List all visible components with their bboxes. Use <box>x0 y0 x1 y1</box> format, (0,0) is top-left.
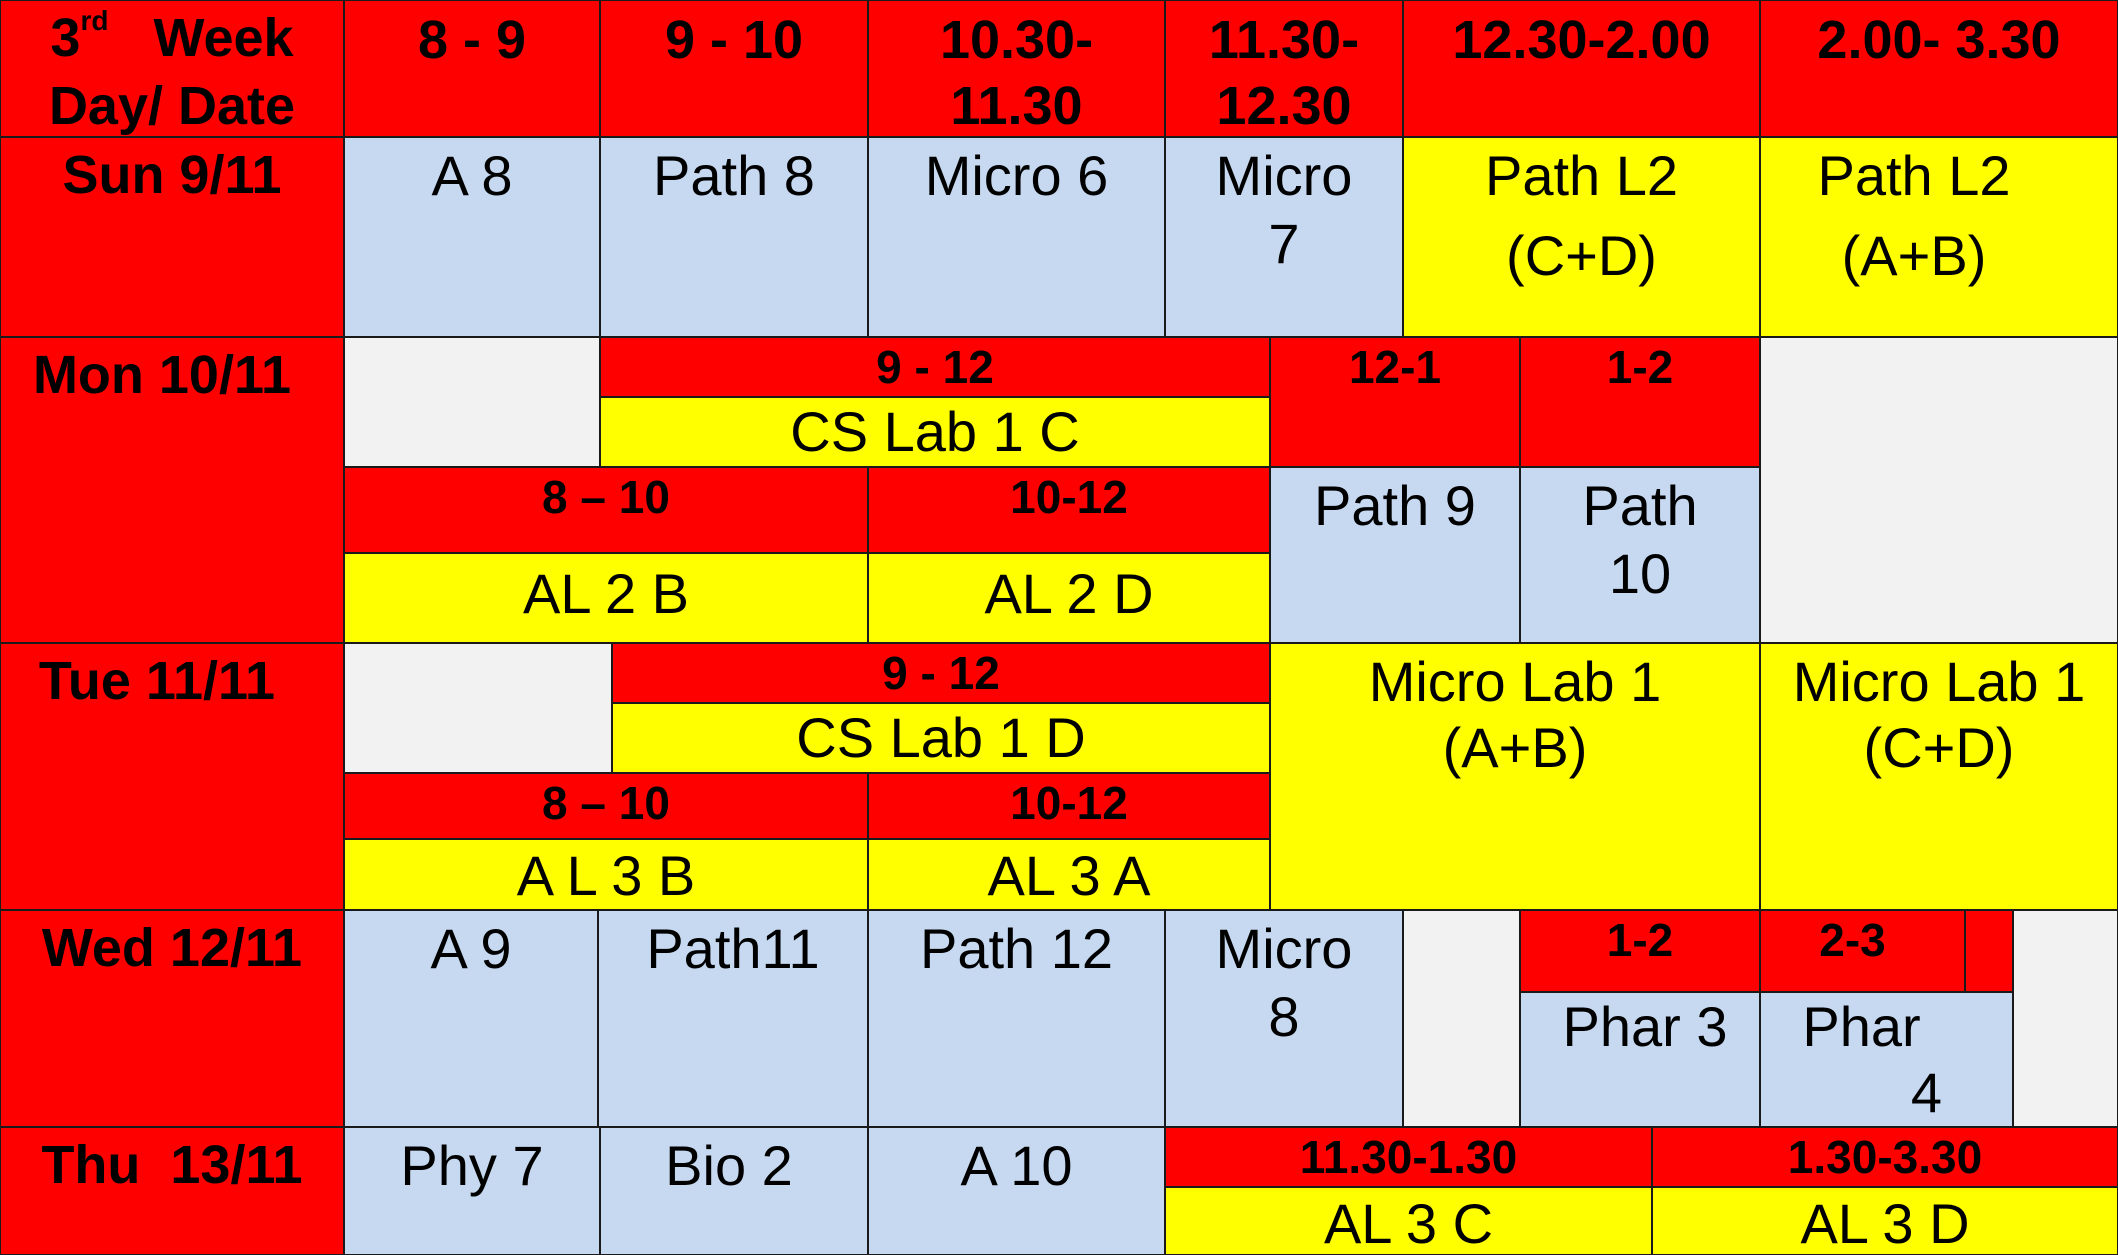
header-week-daydate: 3rd Week Day/ Date <box>0 0 344 137</box>
free-slot <box>2013 910 2118 1127</box>
time-12-1: 12-1 <box>1270 337 1520 467</box>
time-8-10: 8 – 10 <box>344 773 868 839</box>
time-10-12: 10-12 <box>868 467 1270 553</box>
header-slot-1130-1230: 11.30- 12.30 <box>1165 0 1403 137</box>
session-bio2: Bio 2 <box>600 1127 868 1255</box>
session-path11: Path11 <box>598 910 868 1127</box>
session-micro-lab-1-cd: Micro Lab 1 (C+D) <box>1760 643 2118 910</box>
day-label-thursday: Thu 13/11 <box>0 1127 344 1255</box>
session-micro-lab-1-ab: Micro Lab 1 (A+B) <box>1270 643 1760 910</box>
session-micro7: Micro 7 <box>1165 137 1403 337</box>
header-slot-1030-1130: 10.30- 11.30 <box>868 0 1165 137</box>
session-phar4: Phar 4 <box>1760 992 2013 1127</box>
time-2-3: 2-3 <box>1760 910 1965 992</box>
session-path-l2-ab: Path L2 (A+B) <box>1760 137 2118 337</box>
header-slot-200-330: 2.00- 3.30 <box>1760 0 2118 137</box>
session-micro8: Micro 8 <box>1165 910 1403 1127</box>
time-1130-130: 11.30-1.30 <box>1165 1127 1652 1187</box>
time-9-12: 9 - 12 <box>600 337 1270 397</box>
session-al-3a: AL 3 A <box>868 839 1270 910</box>
time-1-2: 1-2 <box>1520 337 1760 467</box>
time-extra <box>1965 910 2013 992</box>
session-cs-lab-1d: CS Lab 1 D <box>612 703 1270 773</box>
session-a10: A 10 <box>868 1127 1165 1255</box>
session-a8: A 8 <box>344 137 600 337</box>
header-slot-1230-200: 12.30-2.00 <box>1403 0 1760 137</box>
day-label-tuesday: Tue 11/11 <box>0 643 344 910</box>
session-a9: A 9 <box>344 910 598 1127</box>
time-1-2: 1-2 <box>1520 910 1760 992</box>
time-9-12: 9 - 12 <box>612 643 1270 703</box>
free-slot <box>1403 910 1520 1127</box>
session-path12: Path 12 <box>868 910 1165 1127</box>
day-label-monday: Mon 10/11 <box>0 337 344 643</box>
header-slot-8-9: 8 - 9 <box>344 0 600 137</box>
free-slot <box>344 643 612 773</box>
session-al-3c: AL 3 C <box>1165 1187 1652 1255</box>
time-130-330: 1.30-3.30 <box>1652 1127 2118 1187</box>
session-phy7: Phy 7 <box>344 1127 600 1255</box>
free-slot <box>344 337 600 467</box>
session-path8: Path 8 <box>600 137 868 337</box>
session-al-3b: A L 3 B <box>344 839 868 910</box>
session-cs-lab-1c: CS Lab 1 C <box>600 397 1270 467</box>
session-path-l2-cd: Path L2 (C+D) <box>1403 137 1760 337</box>
session-al-3d: AL 3 D <box>1652 1187 2118 1255</box>
session-phar3: Phar 3 <box>1520 992 1760 1127</box>
header-slot-9-10: 9 - 10 <box>600 0 868 137</box>
session-path10: Path 10 <box>1520 467 1760 643</box>
session-al-2b: AL 2 B <box>344 553 868 643</box>
time-8-10: 8 – 10 <box>344 467 868 553</box>
header-week: 3rd Week <box>50 5 294 68</box>
header-daydate: Day/ Date <box>48 76 296 136</box>
session-path9: Path 9 <box>1270 467 1520 643</box>
session-micro6: Micro 6 <box>868 137 1165 337</box>
day-label-sunday: Sun 9/11 <box>0 137 344 337</box>
time-10-12: 10-12 <box>868 773 1270 839</box>
free-slot <box>1760 337 2118 643</box>
session-al-2d: AL 2 D <box>868 553 1270 643</box>
day-label-wednesday: Wed 12/11 <box>0 910 344 1127</box>
